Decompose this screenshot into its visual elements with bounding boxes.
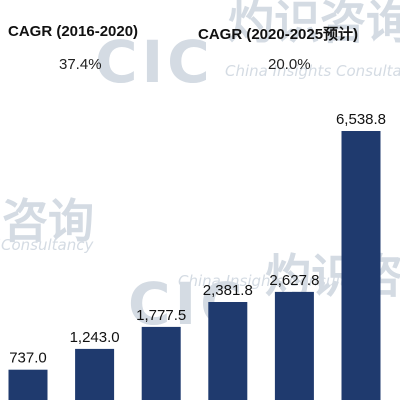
bar-value-label-4: 2,627.8 — [269, 272, 319, 289]
bar-5 — [341, 131, 381, 400]
cagr-2016-2020-title: CAGR (2016-2020) — [8, 23, 139, 40]
cagr-2016-2020-value: 37.4% — [59, 56, 102, 73]
bar-value-label-0: 737.0 — [9, 350, 47, 367]
cagr-2020-2025-title: CAGR (2020-2025预计) — [198, 26, 359, 43]
cagr-2020-2025-value: 20.0% — [268, 56, 311, 73]
bar-1 — [75, 348, 115, 400]
bar-value-label-1: 1,243.0 — [70, 329, 120, 346]
bar-2 — [141, 326, 181, 400]
bar-0 — [8, 369, 48, 400]
bar-value-label-3: 2,381.8 — [203, 282, 253, 299]
bar-3 — [208, 302, 248, 400]
bar-value-label-5: 6,538.8 — [336, 111, 386, 128]
bar-value-label-2: 1,777.5 — [136, 307, 186, 324]
bar-4 — [274, 291, 314, 400]
